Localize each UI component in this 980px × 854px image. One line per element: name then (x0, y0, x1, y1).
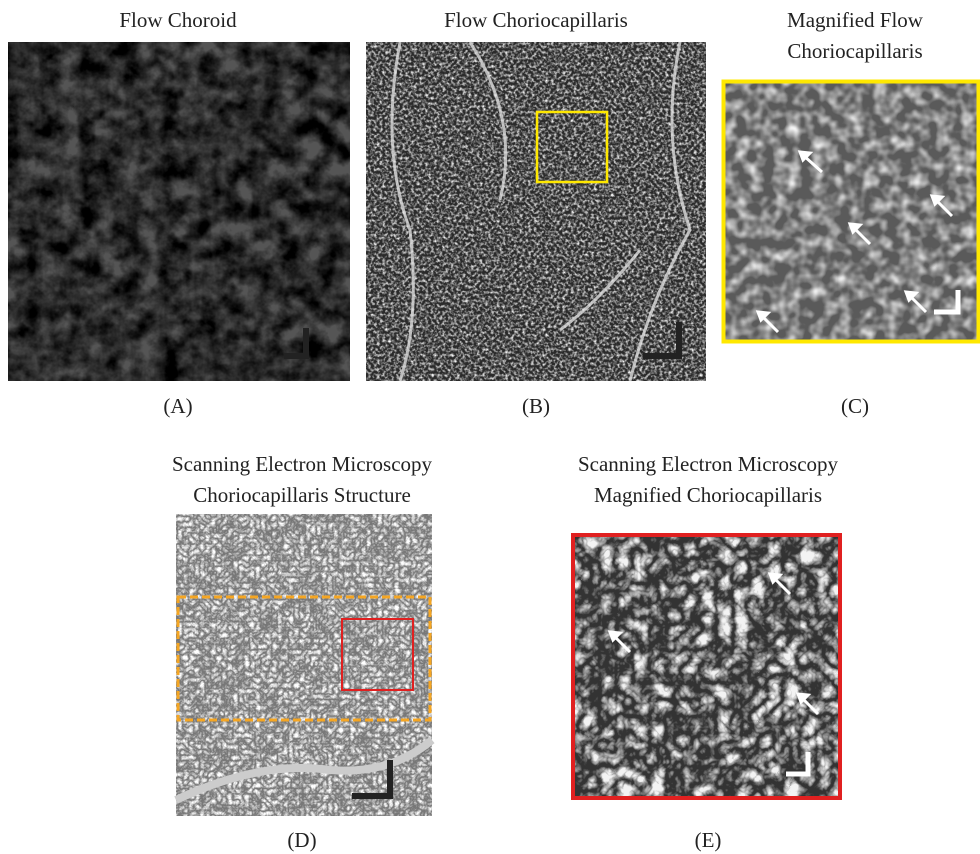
panel-label: (B) (522, 394, 550, 418)
panel-d-image (174, 514, 435, 816)
panel-title: Magnified Flow (787, 8, 924, 32)
panel-a-image (8, 42, 350, 381)
panel-title: Choriocapillaris (787, 39, 922, 63)
panel-title: Choriocapillaris Structure (193, 483, 411, 507)
panel-label: (D) (287, 828, 316, 852)
panel-title: Flow Choroid (119, 8, 237, 32)
panel-label: (E) (695, 828, 722, 852)
panel-title: Scanning Electron Microscopy (578, 452, 839, 476)
panel-title: Scanning Electron Microscopy (172, 452, 433, 476)
panel-c-image (721, 79, 980, 344)
panel-e-image (571, 533, 842, 800)
panel-label: (A) (163, 394, 192, 418)
panel-title: Flow Choriocapillaris (444, 8, 628, 32)
panel-title: Magnified Choriocapillaris (594, 483, 822, 507)
panel-b-image (366, 41, 706, 382)
panel-label: (C) (841, 394, 869, 418)
